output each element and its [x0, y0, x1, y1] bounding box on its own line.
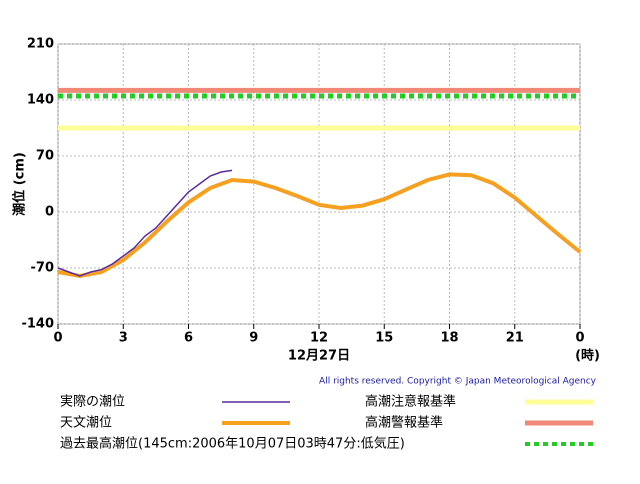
y-axis-label: 潮位 (cm) — [12, 152, 28, 216]
x-tick-label: 0 — [575, 331, 584, 346]
y-tick-label: -140 — [21, 317, 54, 332]
x-tick-label: 0 — [53, 331, 62, 346]
legend-label: 実際の潮位 — [60, 394, 125, 410]
legend-label: 天文潮位 — [60, 416, 112, 431]
copyright: All rights reserved. Copyright © Japan M… — [319, 377, 597, 387]
series-line — [57, 169, 233, 277]
x-tick-label: 6 — [184, 331, 193, 346]
legend-label: 過去最高潮位(145cm:2006年10月07日03時47分:低気圧) — [60, 436, 405, 452]
y-tick-label: 70 — [36, 149, 54, 164]
series-line — [57, 172, 582, 279]
y-tick-label: 210 — [27, 37, 54, 52]
legend-label: 高潮注意報基準 — [365, 394, 456, 410]
legend-label: 高潮警報基準 — [365, 415, 443, 431]
x-tick-label: 21 — [506, 331, 524, 346]
y-tick-label: -70 — [31, 261, 55, 276]
x-tick-label: 3 — [119, 331, 128, 346]
y-tick-label: 140 — [27, 93, 54, 108]
x-unit: (時) — [575, 348, 600, 364]
x-tick-label: 18 — [440, 331, 458, 346]
x-axis-label: 12月27日 — [288, 349, 350, 364]
x-tick-label: 9 — [249, 331, 258, 346]
y-tick-label: 0 — [45, 205, 54, 220]
x-tick-label: 15 — [375, 331, 393, 346]
x-tick-label: 12 — [310, 331, 328, 346]
